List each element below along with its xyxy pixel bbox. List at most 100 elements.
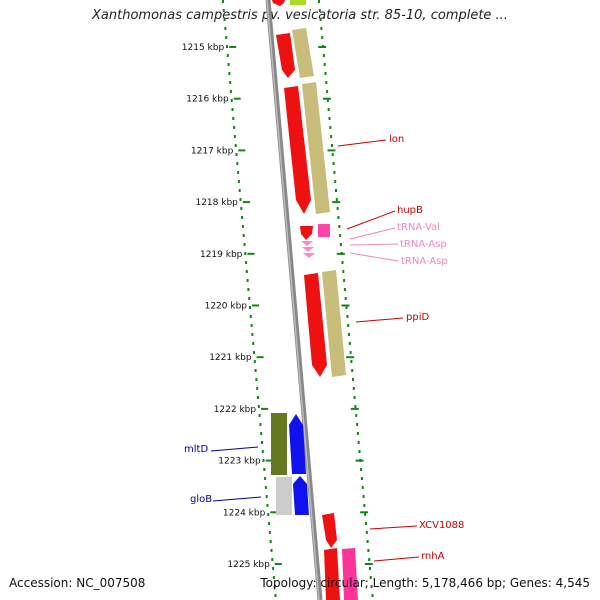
cds-red-1[interactable] [276, 33, 295, 78]
scale-ticks: 1215 kbp 1216 kbp 1217 kbp 1218 kbp 1219 kbp… [182, 43, 373, 570]
scale-dot-right [356, 432, 359, 435]
trna-asp-feature-2[interactable] [302, 247, 314, 252]
scale-dot-left [270, 549, 273, 552]
scale-dot-left [247, 288, 250, 291]
XCV1088-leader [369, 525, 418, 530]
scale-dot-left [244, 252, 247, 255]
scale-dot-left [257, 405, 260, 408]
scale-dot-left [230, 99, 233, 102]
scale-dot-right [330, 135, 333, 138]
cds-rnhA-magenta[interactable] [342, 548, 358, 600]
scale-dot-right [355, 414, 358, 417]
scale-dot-right [336, 207, 339, 210]
cds-olive[interactable] [271, 413, 287, 475]
trna-val-leader [349, 227, 396, 240]
cds-shadow-1[interactable] [292, 28, 314, 78]
scale-dot-right [367, 549, 370, 552]
gene-label-ppiD[interactable]: ppiD [406, 312, 429, 323]
scale-dot-right [342, 270, 345, 273]
cds-lon-shadow[interactable] [302, 82, 330, 214]
scale-dot-left [251, 333, 254, 336]
scale-dot-left [229, 81, 232, 84]
scale-dot-right [331, 144, 333, 147]
cds-ppiD-shadow[interactable] [322, 270, 346, 377]
scale-dot-left [245, 270, 248, 273]
scale-tick-label: 1216 kbp [186, 95, 229, 105]
gene-label-trna-val[interactable]: tRNA-Val [397, 222, 440, 233]
scale-dot-right [349, 351, 352, 354]
scale-dot-right [348, 333, 350, 336]
scale-dot-right [331, 153, 334, 156]
scale-dot-right [337, 216, 340, 219]
scale-dot-left [228, 72, 231, 75]
scale-dot-right [319, 18, 322, 21]
gene-label-mltD[interactable]: mltD [184, 444, 208, 455]
scale-dot-left [256, 387, 259, 390]
cds-rnhA-red[interactable] [324, 548, 340, 600]
scale-dot-left [240, 207, 243, 210]
gene-label-rnhA[interactable]: rnhA [421, 551, 445, 562]
scale-dot-right [318, 9, 321, 12]
scale-dot-right [365, 522, 367, 525]
scale-dot-right [357, 441, 360, 444]
cds-top-green[interactable] [290, 0, 306, 5]
scale-dot-right [347, 324, 350, 327]
gene-label-trna-asp-1[interactable]: tRNA-Asp [400, 239, 447, 250]
scale-dot-left [249, 306, 251, 309]
scale-dot-right [339, 243, 342, 246]
scale-dot-left [243, 243, 246, 246]
trna-asp-feature-3[interactable] [303, 253, 315, 258]
scale-dot-right [344, 297, 347, 300]
trna-asp-feature-1[interactable] [301, 241, 313, 246]
scale-dot-right [366, 540, 369, 543]
cds-gloB-blue[interactable] [293, 476, 309, 515]
scale-tick-label: 1219 kbp [200, 250, 243, 260]
scale-dot-left [260, 432, 263, 435]
gene-label-gloB[interactable]: gloB [190, 494, 212, 505]
scale-dot-right [335, 198, 338, 201]
scale-dot-right [352, 378, 354, 381]
scale-dot-left [232, 117, 235, 120]
cds-hupB[interactable] [300, 226, 313, 240]
scale-dot-right [353, 396, 356, 399]
scale-dot-left [268, 522, 271, 525]
scale-dot-left [261, 450, 264, 453]
scale-dot-left [269, 540, 272, 543]
scale-dot-right [346, 315, 349, 318]
scale-dot-left [241, 225, 244, 228]
scale-dot-right [363, 504, 366, 507]
hupB-leader [346, 210, 396, 230]
cds-XCV1088[interactable] [322, 513, 337, 548]
cds-lon-red[interactable] [284, 86, 311, 214]
scale-dot-left [234, 144, 237, 147]
cds-olive-grey[interactable] [276, 477, 292, 515]
scale-dot-left [271, 558, 274, 561]
gene-label-XCV1088[interactable]: XCV1088 [419, 520, 464, 531]
scale-dot-right [341, 261, 344, 264]
scale-dot-left [241, 216, 244, 219]
scale-dot-right [350, 360, 353, 363]
gene-label-hupB[interactable]: hupB [397, 205, 423, 216]
scale-dot-right [318, 0, 320, 3]
chromosome-backbone-highlight [266, 0, 320, 600]
scale-dot-right [370, 585, 373, 588]
scale-dot-left [273, 585, 276, 588]
scale-dot-right [326, 90, 329, 93]
scale-dot-right [320, 27, 323, 30]
trna-val-feature[interactable] [318, 224, 330, 237]
chromosome-backbone [265, 0, 323, 600]
scale-dot-right [356, 423, 359, 426]
scale-dot-right [364, 513, 367, 516]
lon-leader [337, 139, 387, 147]
scale-dot-left [226, 54, 229, 57]
scale-dot-left [238, 189, 241, 192]
scale-dot-left [233, 126, 236, 129]
cds-mltD-blue[interactable] [289, 414, 306, 474]
cds-ppiD-red[interactable] [304, 273, 327, 377]
gene-label-trna-asp-2[interactable]: tRNA-Asp [401, 256, 448, 267]
scale-dot-left [253, 360, 256, 363]
scale-dot-left [272, 567, 275, 570]
gene-label-lon[interactable]: lon [389, 134, 404, 145]
cds-top-red[interactable] [272, 0, 285, 6]
scale-dot-left [253, 351, 255, 354]
